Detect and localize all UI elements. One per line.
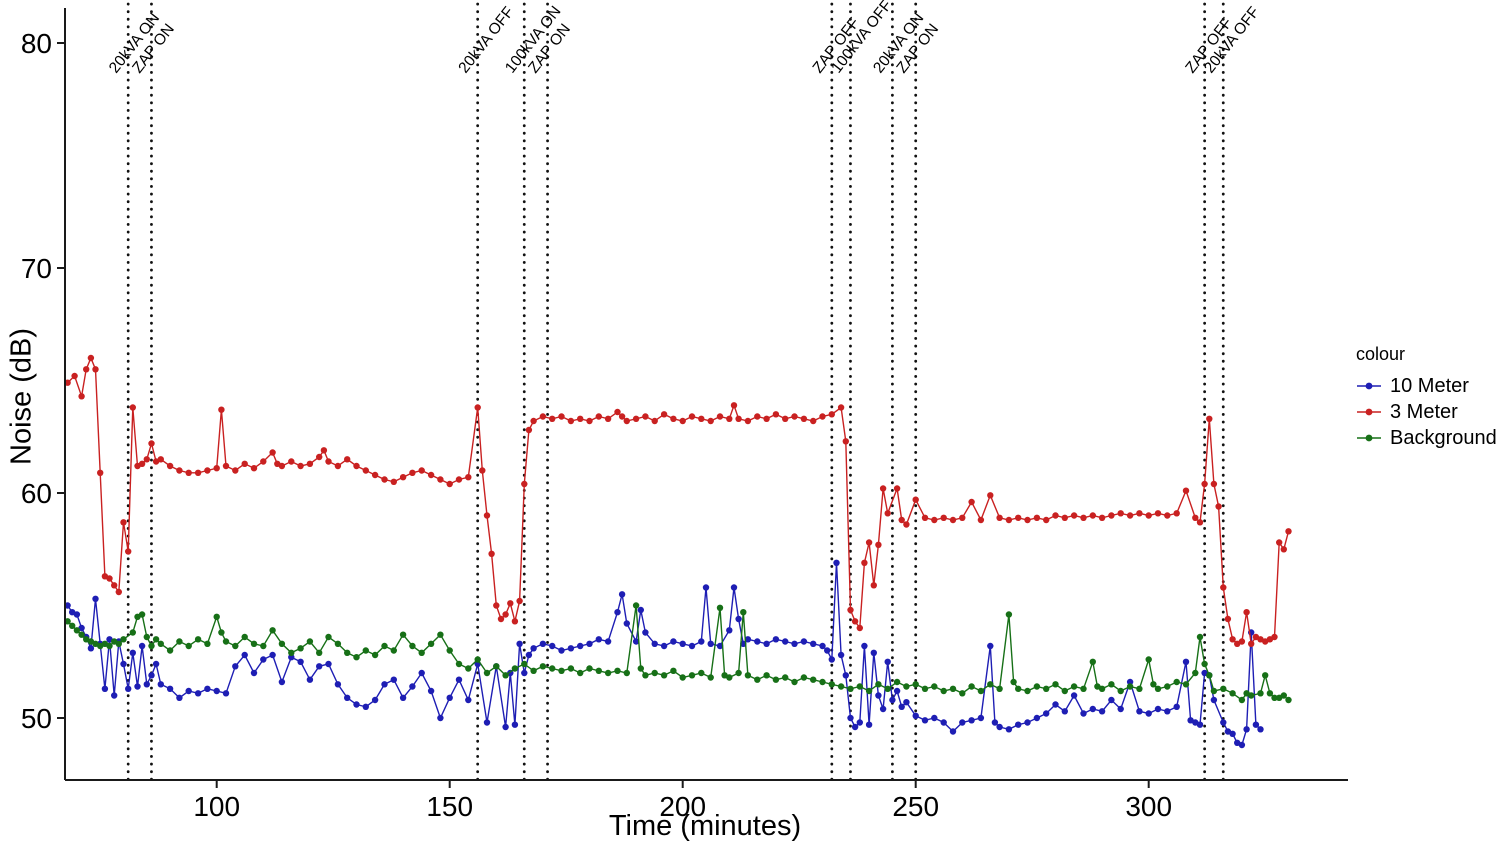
series-line-background [67, 605, 1289, 701]
legend-key-background [1357, 434, 1381, 442]
x-tick-label: 100 [193, 791, 240, 822]
series-line-3-meter [67, 356, 1290, 646]
y-axis-title: Noise (dB) [5, 328, 38, 465]
y-tick-label: 80 [21, 28, 52, 59]
y-tick-label: 70 [21, 253, 52, 284]
x-tick-label: 250 [892, 791, 939, 822]
legend-label-3-meter: 3 Meter [1390, 401, 1458, 423]
x-tick-label: 200 [659, 791, 706, 822]
x-tick-label: 300 [1125, 791, 1172, 822]
legend-item-10-meter: 10 Meter [1356, 375, 1497, 397]
legend-items: 10 Meter 3 Meter Background [1356, 375, 1497, 449]
legend: colour 10 Meter 3 Meter Background [1356, 344, 1497, 453]
legend-item-3-meter: 3 Meter [1356, 401, 1497, 423]
x-axis-title: Time (minutes) [608, 810, 802, 842]
y-tick-label: 60 [21, 478, 52, 509]
legend-item-background: Background [1356, 427, 1497, 449]
axes: 50 60 70 80 100 150 200 250 300 [21, 8, 1348, 822]
y-tick-label: 50 [21, 703, 52, 734]
legend-label-background: Background [1390, 427, 1497, 449]
series-3-meter [64, 354, 1292, 647]
legend-title: colour [1356, 344, 1406, 364]
x-tick-label: 150 [426, 791, 473, 822]
legend-key-10-meter [1357, 382, 1381, 390]
legend-key-3-meter [1357, 408, 1381, 416]
legend-label-10-meter: 10 Meter [1390, 375, 1469, 397]
series-10-meter [64, 559, 1264, 749]
series-background [64, 602, 1292, 704]
